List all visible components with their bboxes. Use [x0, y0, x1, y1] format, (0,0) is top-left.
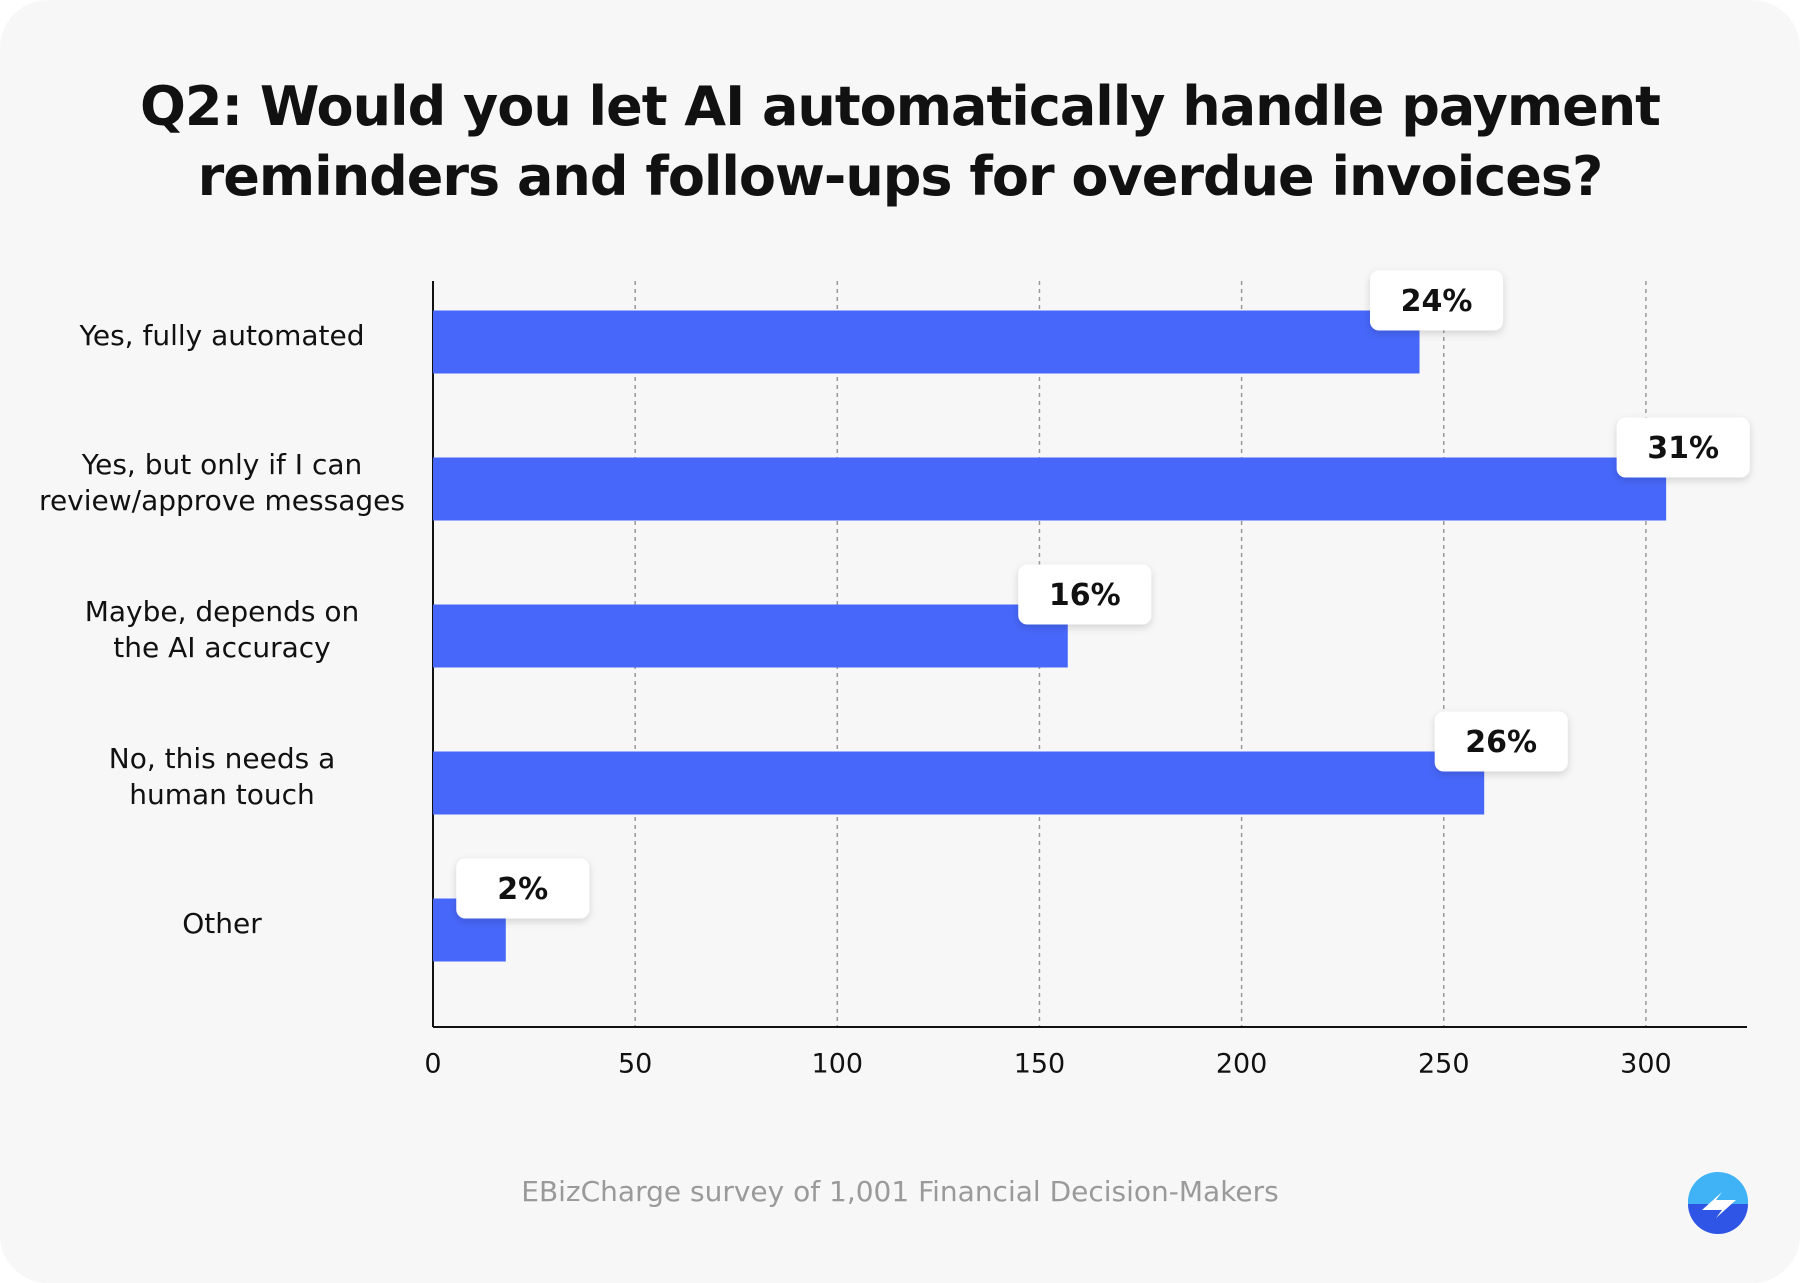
footnote: EBizCharge survey of 1,001 Financial Dec…: [521, 1175, 1279, 1208]
value-label-box: [1018, 564, 1152, 625]
x-tick-label: 250: [1418, 1049, 1470, 1080]
value-label-box: [456, 858, 590, 919]
bar: [433, 310, 1420, 374]
x-tick-label: 0: [424, 1049, 441, 1080]
y-tick-label: Maybe, depends on the AI accuracy: [84, 595, 360, 664]
x-tick-label: 300: [1620, 1049, 1672, 1080]
value-label: 24%: [1401, 284, 1473, 319]
x-tick-label: 50: [618, 1049, 652, 1080]
value-label: 2%: [497, 872, 548, 907]
value-label: 16%: [1049, 578, 1121, 613]
value-label-box: [1616, 417, 1750, 478]
value-label-box: [1434, 711, 1568, 772]
y-tick-label: No, this needs a human touch: [108, 742, 336, 811]
value-label: 31%: [1647, 431, 1719, 466]
chart-title: Q2: Would you let AI automatically handl…: [140, 75, 1661, 208]
y-tick-label: Yes, fully automated: [79, 319, 365, 352]
x-tick-label: 200: [1216, 1049, 1268, 1080]
logo: [1687, 1171, 1748, 1234]
bar: [433, 604, 1068, 668]
bar: [433, 457, 1667, 521]
bar: [433, 751, 1485, 815]
x-tick-label: 150: [1014, 1049, 1066, 1080]
y-tick-label: Yes, but only if I can review/approve me…: [39, 448, 405, 517]
y-tick-label: Other: [182, 907, 262, 940]
value-label-box: [1370, 270, 1504, 331]
x-tick-label: 100: [812, 1049, 864, 1080]
value-label: 26%: [1465, 725, 1537, 760]
